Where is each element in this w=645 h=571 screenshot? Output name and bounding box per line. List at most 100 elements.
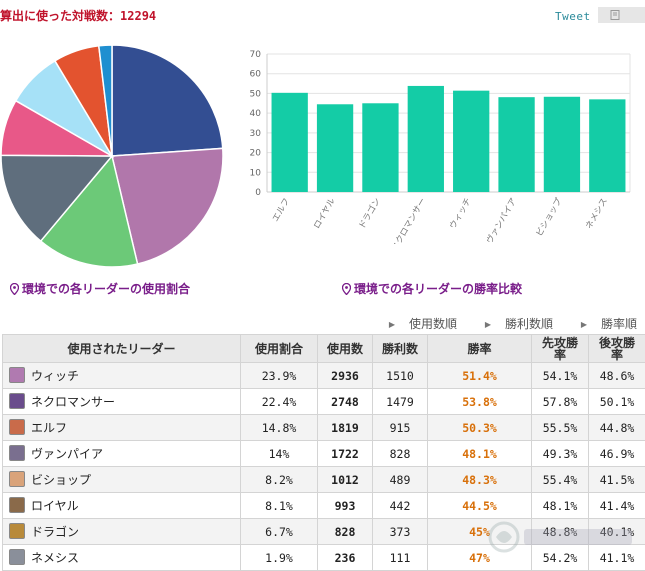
sort-by-usage[interactable]: ▶ 使用数順 [377, 317, 457, 331]
leader-cell: ロイヤル [2, 492, 241, 519]
wins-cell: 373 [372, 518, 428, 545]
x-tick-label: ビショップ [535, 196, 565, 238]
sort-options: ▶ 使用数順 ▶ 勝利数順 ▶ 勝率順 [365, 315, 637, 332]
table-row: ドラゴン 6.7% 828 373 45% 48.8% 40.1% [2, 518, 645, 545]
leader-name: エルフ [31, 421, 68, 435]
sort-label: 使用数順 [408, 317, 457, 331]
header-leader[interactable]: 使用されたリーダー [2, 334, 241, 363]
used-cell: 2748 [317, 388, 373, 415]
header-first[interactable]: 先攻勝率 [531, 334, 589, 363]
leader-name: ロイヤル [31, 499, 79, 513]
rate-cell: 48.1% [427, 440, 532, 467]
y-tick-label: 70 [250, 50, 262, 60]
header-used[interactable]: 使用数 [317, 334, 373, 363]
leader-avatar-icon [9, 367, 25, 383]
table-header-row: 使用されたリーダー 使用割合 使用数 勝利数 勝率 先攻勝率 後攻勝率 [2, 334, 645, 363]
bar-caption-text: 環境での各リーダーの勝率比較 [354, 282, 523, 296]
bar[interactable] [543, 96, 581, 192]
bar[interactable] [362, 103, 399, 192]
sort-label: 勝率順 [600, 317, 637, 331]
second-cell: 41.4% [588, 492, 645, 519]
y-tick-label: 40 [250, 109, 262, 119]
pie-slice[interactable] [97, 44, 113, 157]
bar[interactable] [271, 92, 308, 192]
rate-cell: 47% [427, 544, 532, 571]
page-title: 算出に使った対戦数：12294 [0, 7, 156, 24]
used-cell: 1819 [317, 414, 373, 441]
leader-cell: ドラゴン [2, 518, 241, 545]
leader-cell: ヴァンパイア [2, 440, 241, 467]
wins-cell: 1510 [372, 362, 428, 389]
tweet-button[interactable]: Tweet [555, 10, 591, 23]
header-second[interactable]: 後攻勝率 [588, 334, 645, 363]
wins-cell: 111 [372, 544, 428, 571]
used-cell: 236 [317, 544, 373, 571]
first-cell: 54.1% [531, 362, 589, 389]
share-cell: 14% [240, 440, 318, 467]
wins-cell: 915 [372, 414, 428, 441]
leader-avatar-icon [9, 445, 25, 461]
share-cell: 23.9% [240, 362, 318, 389]
x-tick-label: ネクロマンサー [390, 197, 428, 245]
pie-slice[interactable] [111, 44, 224, 157]
winrate-bar-chart: 0 10 20 30 40 50 60 70 エルフ ロイヤル ドラゴン ネクロマンサー ウィッチ ヴァン… [250, 50, 631, 245]
header-share[interactable]: 使用割合 [240, 334, 318, 363]
used-cell: 1012 [317, 466, 373, 493]
share-cell: 6.7% [240, 518, 318, 545]
y-tick-label: 0 [255, 188, 261, 198]
leader-name: ウィッチ [31, 369, 80, 383]
leader-stats-table: 使用されたリーダー 使用割合 使用数 勝利数 勝率 先攻勝率 後攻勝率 ウィッチ… [2, 334, 645, 571]
sort-by-wins[interactable]: ▶ 勝利数順 [473, 317, 553, 331]
second-cell: 41.5% [588, 466, 645, 493]
second-cell: 40.1% [588, 518, 645, 545]
used-cell: 993 [317, 492, 373, 519]
pie-slice[interactable] [111, 147, 224, 265]
leader-name: ネクロマンサー [31, 395, 116, 409]
pie-slice[interactable] [39, 154, 139, 268]
triangle-right-icon: ▶ [580, 320, 587, 329]
x-tick-label: エルフ [271, 197, 292, 224]
rate-cell: 50.3% [427, 414, 532, 441]
document-icon [610, 10, 620, 20]
leader-cell: ウィッチ [2, 362, 241, 389]
second-cell: 48.6% [588, 362, 645, 389]
share-cell: 8.2% [240, 466, 318, 493]
used-cell: 2936 [317, 362, 373, 389]
share-cell: 22.4% [240, 388, 318, 415]
second-cell: 50.1% [588, 388, 645, 415]
sort-label: 勝利数順 [504, 317, 553, 331]
second-cell: 44.8% [588, 414, 645, 441]
table-row: ヴァンパイア 14% 1722 828 48.1% 49.3% 46.9% [2, 440, 645, 467]
header-rate[interactable]: 勝率 [427, 334, 532, 363]
leader-cell: ネメシス [2, 544, 241, 571]
share-toolbar[interactable] [598, 7, 645, 23]
y-tick-label: 20 [250, 149, 262, 159]
bar[interactable] [407, 85, 444, 192]
bar[interactable] [316, 104, 354, 192]
table-row: ネクロマンサー 22.4% 2748 1479 53.8% 57.8% 50.1% [2, 388, 645, 415]
bar[interactable] [453, 90, 490, 192]
title-value: 12294 [120, 9, 157, 23]
rate-cell: 48.3% [427, 466, 532, 493]
first-cell: 57.8% [531, 388, 589, 415]
second-cell: 46.9% [588, 440, 645, 467]
leader-avatar-icon [9, 523, 25, 539]
bar[interactable] [498, 97, 535, 192]
x-tick-label: ヴァンパイア [484, 196, 519, 244]
rate-cell: 51.4% [427, 362, 532, 389]
wins-cell: 828 [372, 440, 428, 467]
bar[interactable] [589, 99, 626, 192]
table-row: エルフ 14.8% 1819 915 50.3% 55.5% 44.8% [2, 414, 645, 441]
sort-by-winrate[interactable]: ▶ 勝率順 [569, 317, 637, 331]
usage-pie-chart [0, 44, 224, 268]
share-cell: 14.8% [240, 414, 318, 441]
pie-slice[interactable] [0, 154, 114, 243]
wins-cell: 442 [372, 492, 428, 519]
leader-avatar-icon [9, 419, 25, 435]
first-cell: 48.8% [531, 518, 589, 545]
y-tick-label: 10 [250, 168, 262, 178]
table-row: ロイヤル 8.1% 993 442 44.5% 48.1% 41.4% [2, 492, 645, 519]
x-tick-label: ロイヤル [312, 196, 338, 231]
header-wins[interactable]: 勝利数 [372, 334, 428, 363]
leader-avatar-icon [9, 549, 25, 565]
